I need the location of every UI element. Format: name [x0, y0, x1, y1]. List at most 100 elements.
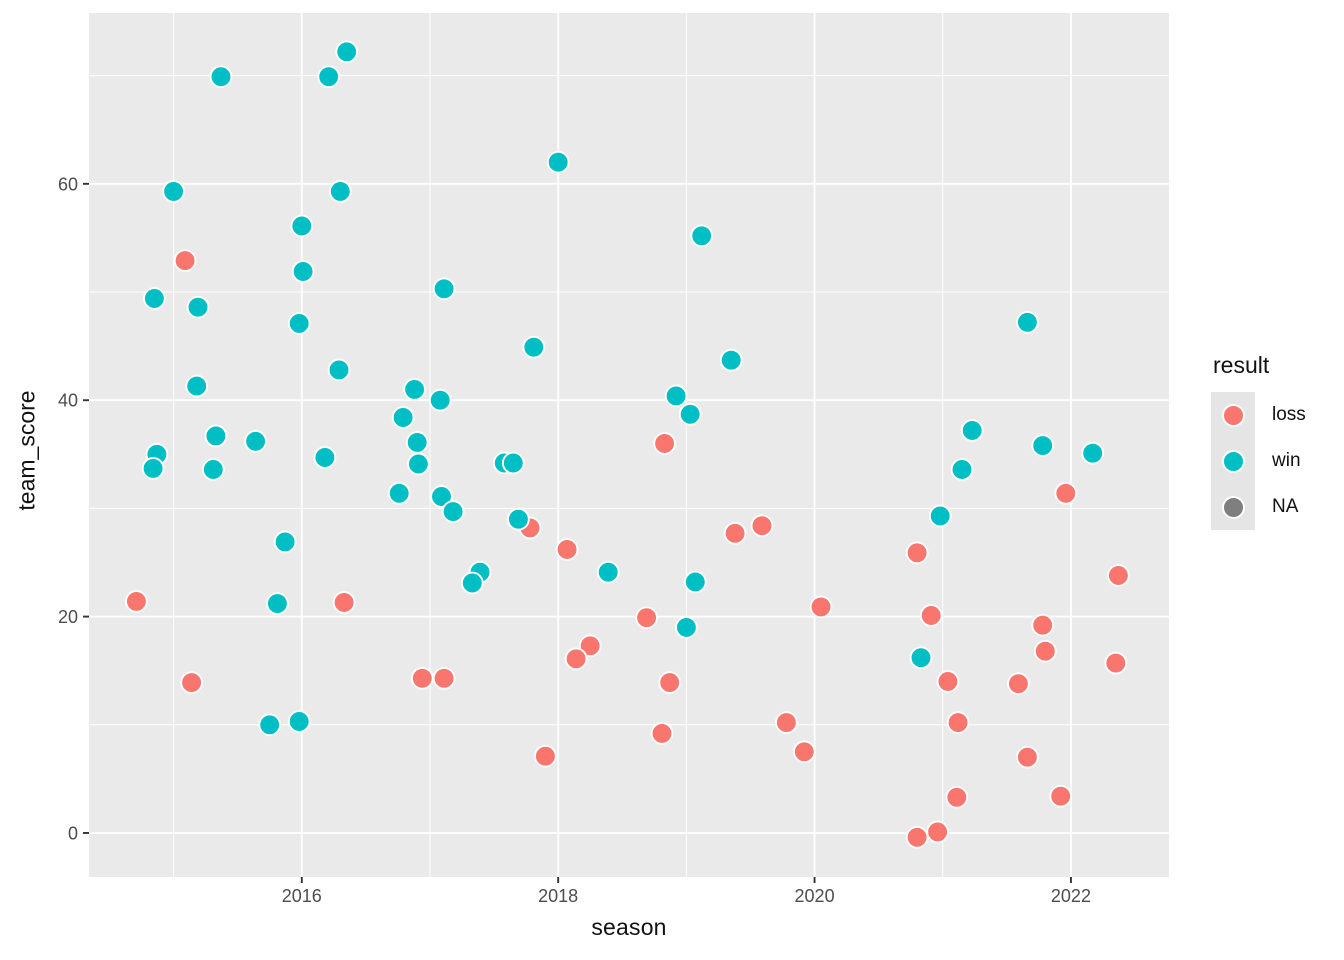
data-point-win: [327, 358, 351, 382]
data-point-win: [258, 713, 282, 737]
data-point-win: [909, 646, 933, 670]
data-point-win: [317, 65, 341, 89]
data-point-win: [201, 458, 225, 481]
data-point-win: [1031, 434, 1055, 457]
data-point-win: [719, 348, 743, 372]
data-point-win: [328, 180, 352, 203]
data-point-loss: [332, 591, 356, 614]
y-tick-label: 60: [58, 174, 78, 194]
data-point-win: [244, 429, 267, 453]
data-point-loss: [926, 820, 949, 844]
legend: result loss win NA: [1211, 352, 1306, 530]
data-point-loss: [658, 671, 682, 694]
data-point-win: [291, 260, 315, 283]
legend-row-loss: loss: [1211, 392, 1306, 438]
data-point-win: [501, 451, 525, 475]
data-point-loss: [534, 744, 557, 768]
data-point-win: [596, 560, 620, 584]
legend-rows: loss win NA: [1211, 392, 1306, 530]
data-point-loss: [653, 432, 676, 455]
x-tick-label: 2020: [795, 886, 835, 906]
data-point-win: [391, 406, 415, 429]
data-point-win: [522, 335, 546, 359]
data-point-win: [460, 571, 484, 595]
data-point-loss: [809, 595, 833, 619]
data-point-loss: [635, 606, 658, 630]
data-point-win: [290, 214, 314, 238]
data-point-win: [430, 485, 453, 508]
data-point-win: [928, 504, 952, 528]
data-point-win: [209, 65, 233, 89]
data-point-win: [403, 378, 426, 401]
data-point-loss: [1104, 651, 1128, 675]
data-point-loss: [578, 634, 602, 658]
y-tick-label: 40: [58, 391, 78, 411]
data-point-loss: [1031, 613, 1055, 637]
data-point-loss: [946, 711, 970, 734]
y-tick-label: 0: [68, 823, 78, 843]
data-point-win: [441, 500, 465, 523]
data-point-win: [162, 180, 185, 203]
data-point-win: [690, 224, 714, 248]
data-point-win: [507, 507, 530, 531]
na-point-icon: [1221, 495, 1245, 519]
data-point-loss: [410, 666, 434, 690]
data-point-loss: [1054, 481, 1078, 505]
data-point-loss: [919, 604, 943, 627]
legend-label-win: win: [1272, 450, 1301, 471]
legend-label-loss: loss: [1272, 404, 1306, 425]
x-axis-title: season: [591, 914, 667, 940]
legend-key-na: [1211, 484, 1255, 530]
win-point-icon: [1221, 449, 1245, 473]
loss-point-icon: [1221, 403, 1245, 427]
data-point-win: [143, 287, 166, 310]
legend-row-na: NA: [1211, 484, 1306, 530]
data-point-loss: [173, 249, 197, 272]
data-point-win: [546, 150, 570, 174]
data-point-loss: [555, 538, 579, 561]
data-point-loss: [650, 722, 674, 745]
data-point-loss: [945, 785, 969, 809]
data-point-win: [141, 457, 165, 480]
data-point-loss: [750, 514, 774, 538]
x-tick-label: 2016: [282, 886, 322, 906]
data-point-loss: [905, 541, 929, 565]
data-point-win: [683, 570, 707, 594]
x-tick-label: 2022: [1051, 886, 1091, 906]
data-point-loss: [723, 521, 747, 545]
data-point-loss: [1107, 564, 1130, 587]
data-point-loss: [564, 647, 588, 671]
data-point-win: [960, 419, 984, 442]
data-point-win: [405, 431, 429, 454]
data-point-win: [664, 384, 688, 408]
data-point-win: [313, 446, 337, 469]
data-point-loss: [1016, 745, 1039, 769]
legend-row-win: win: [1211, 438, 1306, 484]
data-point-loss: [905, 825, 929, 849]
data-point-loss: [792, 740, 816, 764]
data-point-win: [335, 40, 359, 64]
data-point-win: [432, 277, 456, 301]
data-point-loss: [936, 670, 960, 693]
data-point-loss: [775, 711, 798, 734]
x-tick-label: 2018: [538, 886, 578, 906]
y-tick-label: 20: [58, 607, 78, 627]
data-point-win: [287, 710, 311, 733]
data-point-loss: [125, 590, 148, 613]
legend-key-win: [1211, 438, 1255, 484]
data-point-win: [678, 402, 702, 426]
data-point-win: [675, 616, 698, 639]
data-point-win: [428, 388, 452, 412]
legend-key-loss: [1211, 392, 1255, 438]
data-point-win: [1016, 310, 1039, 334]
data-point-win: [266, 592, 289, 615]
data-point-loss: [432, 666, 456, 690]
y-axis-title: team_score: [13, 390, 40, 511]
data-point-win: [273, 530, 297, 554]
data-point-loss: [1049, 784, 1073, 808]
data-point-win: [1081, 441, 1105, 465]
data-point-win: [407, 452, 430, 476]
data-point-win: [287, 312, 311, 335]
